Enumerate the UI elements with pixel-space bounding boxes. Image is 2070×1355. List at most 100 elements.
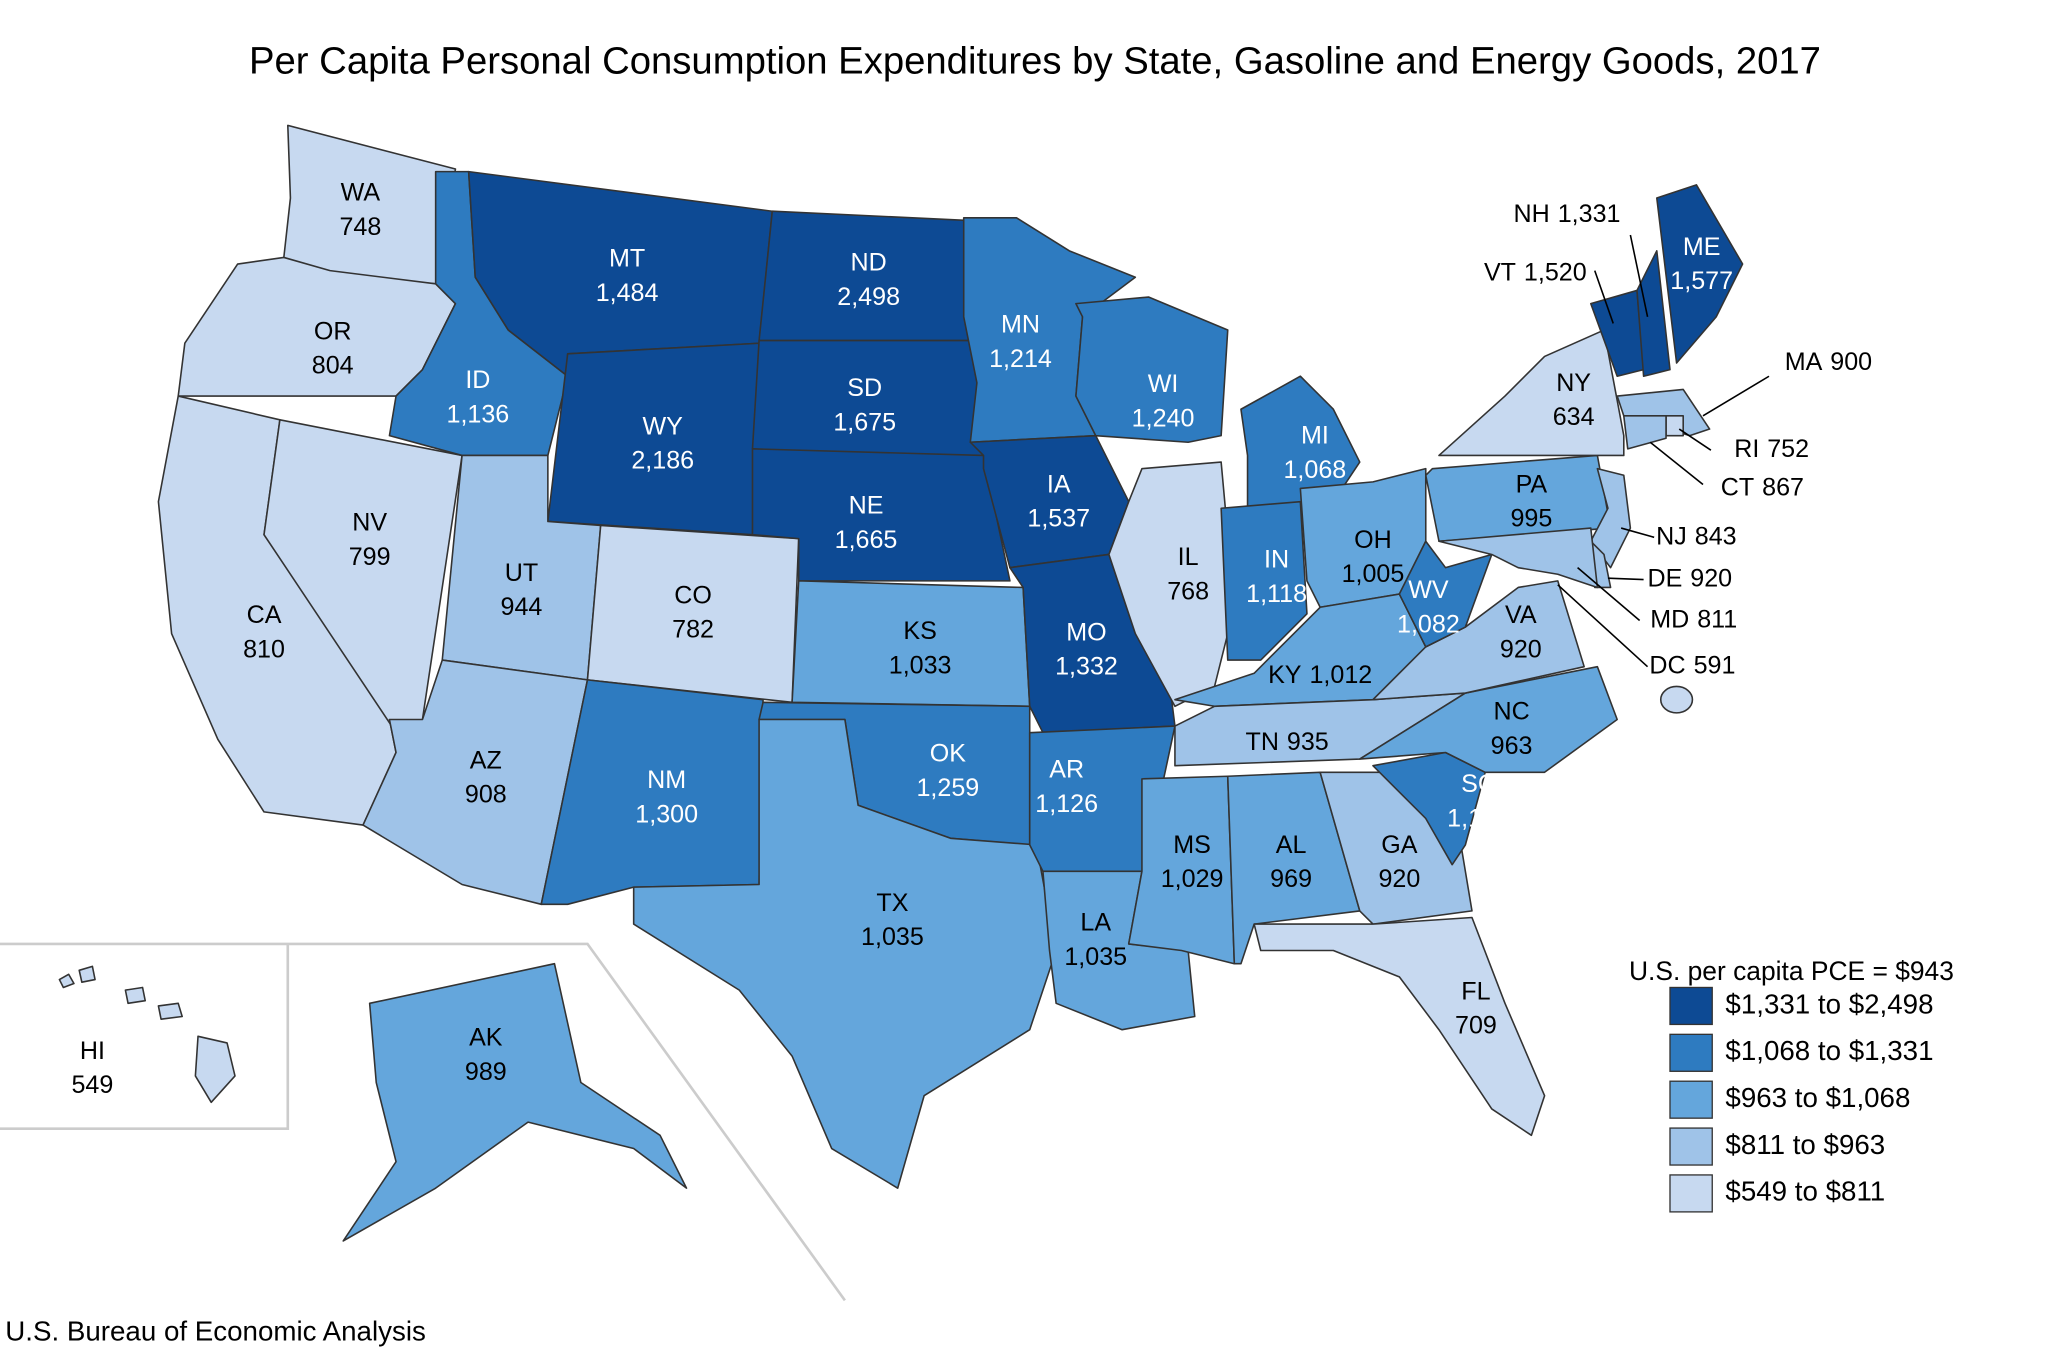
state-value: 591 (1694, 651, 1736, 679)
state-value: 1,665 (835, 526, 898, 554)
leader-line (1649, 441, 1704, 486)
state-abbr: WY (643, 412, 684, 440)
state-value: 1,125 (1447, 804, 1510, 832)
legend-swatch (1669, 1033, 1713, 1072)
state (1075, 296, 1229, 444)
state (586, 524, 800, 704)
state-value: 810 (243, 635, 285, 663)
state-label: CT 867 (1721, 473, 1804, 501)
leader-line (1629, 234, 1649, 317)
legend-swatch (1669, 1080, 1713, 1119)
leader-line (1593, 270, 1614, 324)
state-abbr: MS (1173, 831, 1211, 859)
state-label: RI 752 (1734, 435, 1809, 463)
legend-swatch (1669, 1174, 1713, 1213)
state-value: 768 (1167, 577, 1209, 605)
state-abbr: LA (1080, 909, 1111, 937)
state-value: 1,035 (861, 923, 924, 951)
legend-swatch (1669, 986, 1713, 1026)
state-value: 709 (1455, 1012, 1497, 1040)
state-value: 2,498 (837, 283, 900, 311)
state-abbr: NC (1493, 698, 1529, 726)
state-abbr: AK (469, 1024, 503, 1052)
state-value: 1,082 (1397, 610, 1460, 638)
state-value: 1,240 (1132, 404, 1195, 432)
state-abbr: NV (352, 509, 387, 537)
state-label: MA 900 (1785, 348, 1872, 376)
state-abbr: UT (505, 559, 538, 587)
state-value: 799 (349, 543, 391, 571)
state (1656, 184, 1744, 364)
state-value: 1,005 (1342, 560, 1405, 588)
state-abbr: OH (1354, 526, 1392, 554)
state-value: 1,332 (1055, 653, 1118, 681)
state-value: 1,136 (447, 400, 510, 428)
state (58, 965, 236, 1104)
state-abbr: AR (1049, 756, 1084, 784)
state-value: 549 (71, 1071, 113, 1099)
state (1589, 467, 1632, 569)
state-value: 634 (1553, 403, 1595, 431)
state-value: 1,577 (1670, 267, 1733, 295)
leader-line (1702, 375, 1770, 417)
legend-label: $549 to $811 (1725, 1176, 1885, 1207)
legend-swatch (1669, 1127, 1713, 1166)
state-value: 1,033 (889, 651, 952, 679)
state (1438, 329, 1625, 457)
state-label: KY 1,012 (1268, 661, 1372, 689)
state-abbr: ND (851, 249, 887, 277)
legend-label: $963 to $1,068 (1725, 1082, 1910, 1113)
inset-frame (0, 942, 846, 1302)
state-abbr: SD (847, 374, 882, 402)
state (632, 718, 1057, 1189)
state-value: 1,012 (1309, 661, 1372, 689)
state-abbr: MO (1066, 618, 1106, 646)
leader-line (1607, 577, 1644, 581)
state-value: 1,214 (989, 345, 1052, 373)
state-abbr: AL (1276, 831, 1307, 859)
state-value: 1,484 (596, 279, 659, 307)
state-abbr: IN (1264, 546, 1289, 574)
state-label: DC 591 (1649, 651, 1735, 679)
state (1622, 415, 1667, 450)
state-value: 1,259 (916, 774, 979, 802)
state-abbr: OK (930, 740, 967, 768)
state-value: 811 (1697, 605, 1737, 633)
state-value: 969 (1270, 865, 1312, 893)
state-label: DE 920 (1647, 564, 1732, 592)
state-abbr: MA (1785, 348, 1823, 376)
inset-frame (0, 943, 290, 1131)
legend-label: $811 to $963 (1725, 1129, 1885, 1160)
state-label: TN 935 (1246, 728, 1329, 756)
state-label: NH 1,331 (1514, 200, 1621, 228)
state-value: 920 (1690, 564, 1732, 592)
state (342, 962, 688, 1242)
state-abbr: ID (465, 366, 490, 394)
leader-line (1678, 428, 1712, 451)
state-abbr: VA (1505, 601, 1537, 629)
state-value: 1,675 (833, 408, 896, 436)
state-abbr: AZ (470, 746, 502, 774)
state-abbr: IA (1047, 470, 1071, 498)
state-abbr: RI (1734, 435, 1759, 463)
state-value: 748 (339, 213, 381, 241)
state-abbr: MN (1001, 311, 1040, 339)
leader-line (1620, 527, 1655, 539)
state-value: 2,186 (631, 447, 694, 475)
state-value: 963 (1491, 732, 1533, 760)
state-abbr: OR (314, 317, 352, 345)
state-abbr: ME (1683, 233, 1721, 261)
state-value: 867 (1762, 473, 1804, 501)
state-abbr: FL (1461, 977, 1490, 1005)
state-abbr: WI (1148, 370, 1179, 398)
state-value: 920 (1378, 865, 1420, 893)
legend-label: $1,331 to $2,498 (1725, 988, 1933, 1019)
state-label: MD 811 (1650, 605, 1737, 633)
state-value: 989 (465, 1058, 507, 1086)
state-abbr: PA (1516, 470, 1548, 498)
state-value: 1,537 (1027, 505, 1090, 533)
state (1220, 500, 1308, 661)
state-abbr: SC (1461, 770, 1496, 798)
state-value: 1,300 (635, 800, 698, 828)
